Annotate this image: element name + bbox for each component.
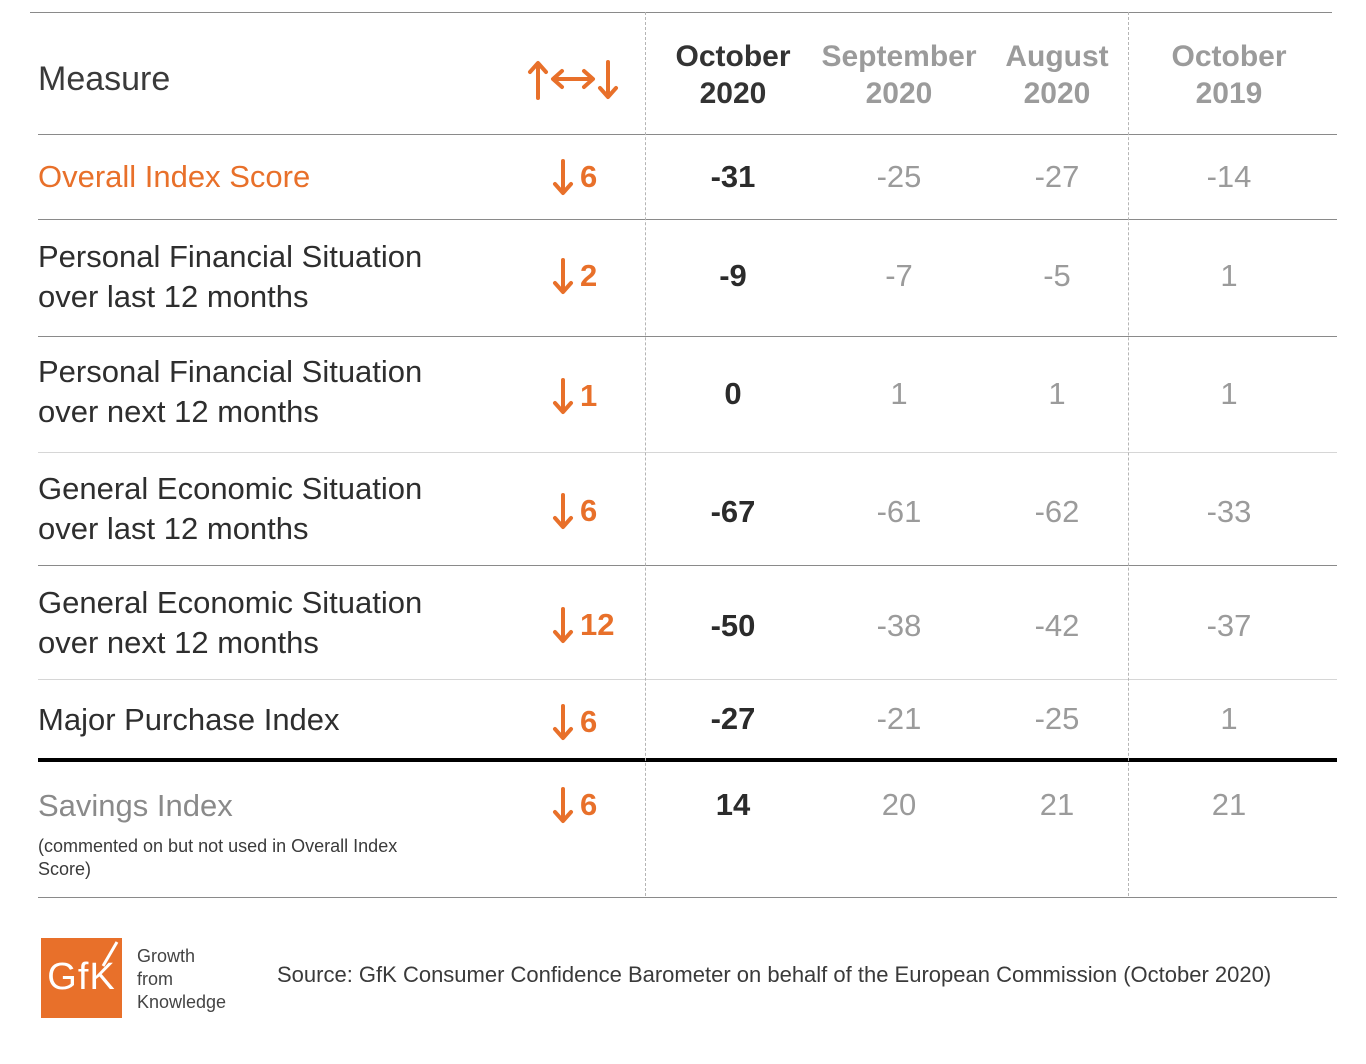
- tagline-growth: Growth: [137, 946, 196, 966]
- row-label-general-economic-next: General Economic Situation over next 12 …: [38, 585, 423, 660]
- row-label-overall-index-score: Overall Index Score: [38, 159, 311, 194]
- cell-value: 21: [1039, 787, 1075, 822]
- top-border: [30, 12, 1332, 13]
- cell-value: 1: [1220, 258, 1238, 293]
- column-header-september-2020: September 2020: [821, 40, 977, 110]
- change-indicator: 12: [552, 603, 614, 647]
- cell-value: 1: [1220, 376, 1238, 411]
- column-header-october-2020: October 2020: [675, 40, 791, 110]
- row-divider: [38, 452, 1337, 453]
- cell-value: 0: [724, 376, 742, 411]
- row-label-general-economic-last: General Economic Situation over last 12 …: [38, 471, 423, 546]
- row-label-major-purchase-index: Major Purchase Index: [38, 702, 340, 737]
- change-value: 6: [580, 159, 598, 194]
- down-arrow-icon: [553, 607, 573, 643]
- measure-header: Measure: [38, 60, 171, 98]
- down-arrow-icon: [553, 378, 573, 414]
- down-arrow-icon: [553, 787, 573, 823]
- cell-value: -21: [876, 701, 922, 736]
- change-value: 12: [580, 607, 615, 642]
- source-note: Source: GfK Consumer Confidence Baromete…: [277, 962, 1272, 987]
- row-divider: [38, 679, 1337, 680]
- row-label-savings-index: Savings Index: [38, 788, 233, 823]
- change-indicator: 6: [552, 489, 597, 533]
- down-arrow-icon: [553, 159, 573, 195]
- cell-value: -42: [1034, 608, 1080, 643]
- row-label-personal-financial-next: Personal Financial Situation over next 1…: [38, 354, 423, 429]
- change-value: 6: [580, 787, 598, 822]
- cell-value: -33: [1206, 494, 1252, 529]
- cell-value: -25: [1034, 701, 1080, 736]
- row-label-personal-financial-last: Personal Financial Situation over last 1…: [38, 239, 423, 314]
- cell-value: -50: [710, 608, 756, 643]
- tagline-knowledge: Knowledge: [137, 992, 227, 1012]
- cell-value: -67: [710, 494, 756, 529]
- cell-value: 1: [890, 376, 908, 411]
- savings-index-note: (commented on but not used in Overall In…: [38, 836, 398, 879]
- column-header-october-2019: October 2019: [1171, 40, 1287, 110]
- logo-slash-icon: [101, 941, 119, 967]
- down-arrow-icon: [553, 258, 573, 294]
- cell-value: -61: [876, 494, 922, 529]
- cell-value: 21: [1211, 787, 1247, 822]
- down-arrow-icon: [553, 493, 573, 529]
- column-separator: [1128, 12, 1129, 896]
- cell-value: 1: [1048, 376, 1066, 411]
- change-value: 2: [580, 258, 598, 293]
- savings-divider: [38, 758, 1337, 762]
- header-divider: [38, 134, 1337, 135]
- change-value: 1: [580, 378, 598, 413]
- cell-value: -5: [1043, 258, 1071, 293]
- cell-value: -27: [1034, 159, 1080, 194]
- change-indicator: 2: [552, 254, 597, 298]
- cell-value: -38: [876, 608, 922, 643]
- change-indicator: 6: [552, 155, 597, 199]
- gfk-logo: GfK: [41, 938, 122, 1018]
- row-divider: [38, 336, 1337, 337]
- change-indicator: 6: [552, 783, 597, 827]
- bottom-border: [38, 897, 1337, 898]
- cell-value: -27: [710, 701, 756, 736]
- cell-value: -14: [1206, 159, 1252, 194]
- cell-value: -9: [719, 258, 747, 293]
- up-left-right-down-arrows-icon: [522, 54, 622, 104]
- cell-value: 14: [715, 787, 751, 822]
- column-separator: [645, 12, 646, 896]
- tagline-from: from: [137, 969, 173, 989]
- cell-value: -25: [876, 159, 922, 194]
- cell-value: -7: [885, 258, 913, 293]
- cell-value: -37: [1206, 608, 1252, 643]
- change-indicator: 6: [552, 700, 597, 744]
- row-divider: [38, 565, 1337, 566]
- column-header-august-2020: August 2020: [1005, 40, 1109, 110]
- cell-value: 20: [881, 787, 917, 822]
- change-value: 6: [580, 493, 598, 528]
- down-arrow-icon: [553, 704, 573, 740]
- change-value: 6: [580, 704, 598, 739]
- cell-value: -62: [1034, 494, 1080, 529]
- cell-value: -31: [710, 159, 756, 194]
- change-indicator: 1: [552, 374, 597, 418]
- row-divider: [38, 219, 1337, 220]
- cell-value: 1: [1220, 701, 1238, 736]
